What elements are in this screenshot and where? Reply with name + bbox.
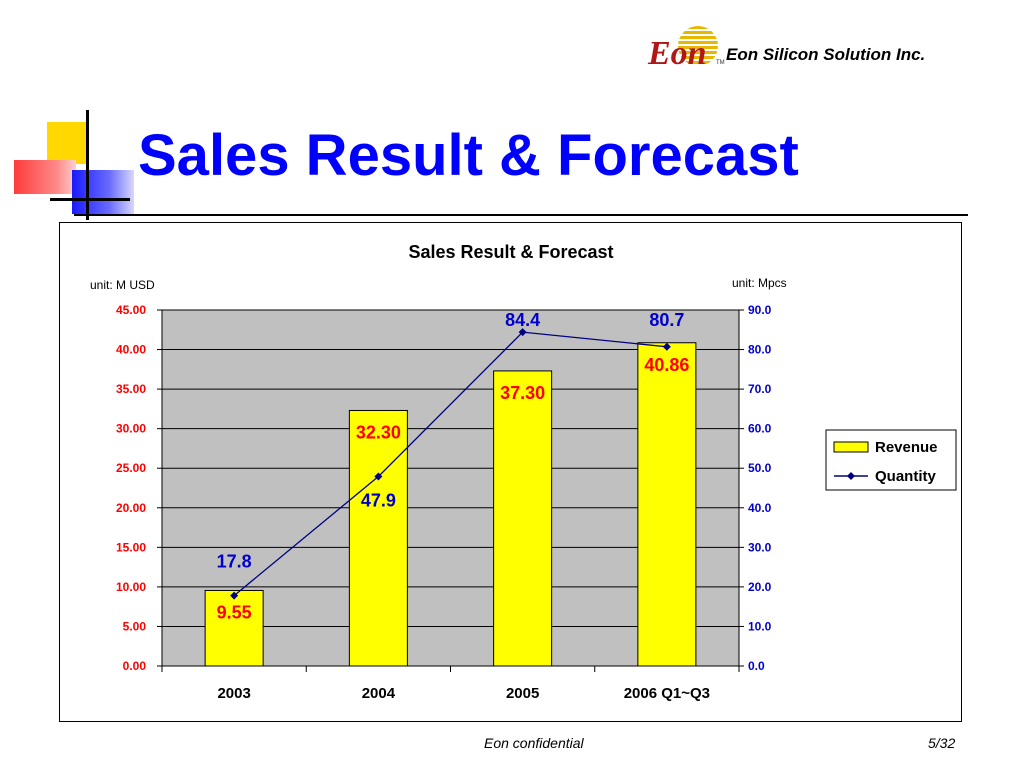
- quantity-data-label: 47.9: [361, 491, 396, 511]
- quantity-data-label: 80.7: [649, 310, 684, 330]
- y-right-tick-label: 50.0: [748, 461, 772, 475]
- y-left-tick-label: 40.00: [116, 343, 146, 357]
- quantity-data-labels: 17.8 47.9 84.4 80.7: [217, 310, 685, 572]
- y-left-tick-label: 15.00: [116, 540, 146, 554]
- quantity-data-label: 17.8: [217, 552, 252, 572]
- logo-trademark: TM: [716, 60, 725, 66]
- y-right-tick-label: 30.0: [748, 540, 772, 554]
- company-name: Eon Silicon Solution Inc.: [726, 45, 926, 64]
- y-right-tick-label: 60.0: [748, 422, 772, 436]
- sun-logo-icon: [678, 26, 718, 64]
- y-right-tick-label: 40.0: [748, 501, 772, 515]
- quantity-marker: [374, 472, 383, 481]
- y-left-tick-label: 20.00: [116, 501, 146, 515]
- x-tick-label: 2005: [506, 685, 539, 702]
- quantity-series: [230, 328, 671, 600]
- decor-horizontal-line: [50, 198, 130, 201]
- x-tick-label: 2004: [362, 685, 396, 702]
- legend-quantity-marker: [847, 472, 855, 480]
- revenue-data-label: 40.86: [644, 355, 689, 375]
- revenue-bar: [204, 589, 264, 667]
- y-left-tick-label: 10.00: [116, 580, 146, 594]
- y-left-axis: 0.00 5.00 10.00 15.00 20.00 25.00 30.00 35.00 40…: [116, 303, 163, 673]
- legend-revenue-swatch: [833, 441, 869, 453]
- legend: Revenue Quantity: [825, 429, 957, 491]
- decor-red-bar: [14, 160, 76, 194]
- y-right-tick-label: 0.0: [748, 659, 765, 673]
- revenue-data-label: 32.30: [356, 422, 401, 442]
- revenue-data-label: 9.55: [217, 602, 252, 622]
- y-right-axis-unit: unit: Mpcs: [732, 276, 787, 290]
- quantity-marker: [518, 328, 527, 337]
- y-left-tick-label: 5.00: [123, 619, 147, 633]
- y-left-tick-label: 35.00: [116, 382, 146, 396]
- page-number: 5/32: [928, 735, 956, 751]
- decor-yellow-square: [47, 122, 87, 164]
- quantity-data-label: 84.4: [505, 310, 540, 330]
- revenue-bar: [493, 370, 553, 667]
- revenue-bar: [637, 342, 697, 667]
- x-tick-label: 2003: [217, 685, 250, 702]
- x-tick-label: 2006 Q1~Q3: [624, 685, 710, 702]
- footer-confidential: Eon confidential: [484, 735, 584, 751]
- revenue-bars: [204, 342, 697, 667]
- title-divider: [74, 214, 968, 216]
- revenue-data-labels: 9.55 32.30 37.30 40.86: [217, 355, 690, 623]
- decor-blue-bar: [72, 170, 134, 214]
- quantity-marker: [230, 591, 239, 600]
- legend-quantity-label: Quantity: [875, 468, 936, 485]
- y-left-tick-label: 30.00: [116, 422, 146, 436]
- slide-title: Sales Result & Forecast: [138, 123, 799, 188]
- revenue-data-label: 37.30: [500, 383, 545, 403]
- revenue-bar: [348, 409, 408, 667]
- y-right-tick-label: 80.0: [748, 343, 772, 357]
- quantity-marker: [662, 342, 671, 351]
- company-logo: Eon TM Eon Silicon Solution Inc.: [648, 24, 998, 76]
- y-left-axis-unit: unit: M USD: [90, 278, 155, 292]
- legend-revenue-label: Revenue: [875, 439, 938, 456]
- chart-title: Sales Result & Forecast: [408, 242, 613, 262]
- y-right-tick-label: 10.0: [748, 619, 772, 633]
- y-left-tick-label: 45.00: [116, 303, 146, 317]
- y-left-tick-label: 0.00: [123, 659, 147, 673]
- legend-box: [825, 429, 957, 491]
- decor-vertical-line: [86, 110, 89, 220]
- y-right-tick-label: 70.0: [748, 382, 772, 396]
- y-right-axis: 0.0 10.0 20.0 30.0 40.0 50.0 60.0 70.0 80.0 90.0: [738, 303, 772, 673]
- quantity-line: [233, 331, 667, 597]
- logo-wordmark: Eon: [648, 35, 707, 72]
- x-axis: 2003 2004 2005 2006 Q1~Q3: [161, 665, 740, 702]
- chart-frame: Sales Result & Forecast unit: M USD unit…: [59, 222, 962, 722]
- y-left-tick-label: 25.00: [116, 461, 146, 475]
- y-right-tick-label: 90.0: [748, 303, 772, 317]
- y-right-tick-label: 20.0: [748, 580, 772, 594]
- combo-chart: Sales Result & Forecast unit: M USD unit…: [90, 242, 957, 702]
